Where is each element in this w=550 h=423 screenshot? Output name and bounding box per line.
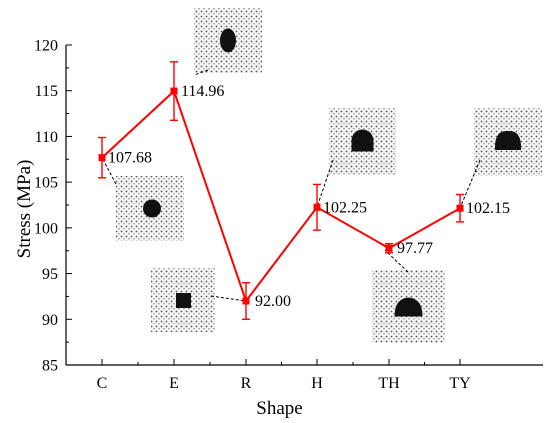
data-point bbox=[313, 203, 321, 211]
data-point bbox=[98, 154, 106, 162]
x-tick-label: H bbox=[311, 375, 323, 392]
x-tick-label: TH bbox=[378, 375, 400, 392]
inset-hole-ellipse bbox=[220, 28, 236, 53]
inset-hole-horseshoe bbox=[351, 129, 374, 152]
x-tick-label: TY bbox=[449, 375, 471, 392]
x-tick-label: E bbox=[169, 375, 179, 392]
y-tick-label: 100 bbox=[34, 220, 58, 237]
y-tick-label: 85 bbox=[42, 358, 58, 375]
labels-layer: 85 90 95 100 105 110 115 120 C E R H TH TY Shape Stress… bbox=[14, 38, 510, 420]
inset-hole-arch bbox=[394, 297, 423, 317]
data-point bbox=[242, 297, 250, 305]
y-tick-label: 90 bbox=[42, 312, 58, 329]
data-label: 107.68 bbox=[108, 150, 152, 167]
series-line bbox=[101, 89, 461, 304]
inset-leader-line bbox=[210, 295, 247, 302]
data-label: 102.25 bbox=[323, 199, 367, 216]
inset-leader-line bbox=[316, 159, 334, 208]
inset-hole-square bbox=[176, 293, 191, 308]
data-point bbox=[456, 204, 464, 212]
inset-leader-line bbox=[384, 249, 409, 273]
y-tick-label: 95 bbox=[42, 266, 58, 283]
insets-layer bbox=[116, 8, 542, 343]
inset-leader-line bbox=[459, 159, 481, 209]
y-axis-title: Stress (MPa) bbox=[14, 160, 35, 259]
data-label: 114.96 bbox=[181, 83, 224, 100]
inset-hole-circle bbox=[143, 199, 161, 218]
data-point bbox=[170, 87, 178, 95]
inset-hole-elliptical-arch bbox=[494, 130, 522, 150]
y-tick-label: 110 bbox=[35, 129, 58, 146]
data-label: 92.00 bbox=[255, 293, 291, 310]
inset-leader-line bbox=[193, 69, 209, 76]
x-axis-title: Shape bbox=[256, 398, 302, 419]
data-label: 102.15 bbox=[466, 200, 510, 217]
axes-layer bbox=[65, 44, 543, 366]
y-tick-label: 120 bbox=[34, 38, 58, 55]
series-layer bbox=[98, 61, 464, 320]
y-tick-label: 115 bbox=[35, 83, 58, 100]
data-point bbox=[385, 244, 393, 252]
y-tick-label: 105 bbox=[34, 175, 58, 192]
x-tick-label: C bbox=[97, 375, 108, 392]
x-tick-label: R bbox=[241, 375, 252, 392]
leaders-layer bbox=[101, 69, 481, 302]
data-label: 97.77 bbox=[397, 240, 433, 257]
